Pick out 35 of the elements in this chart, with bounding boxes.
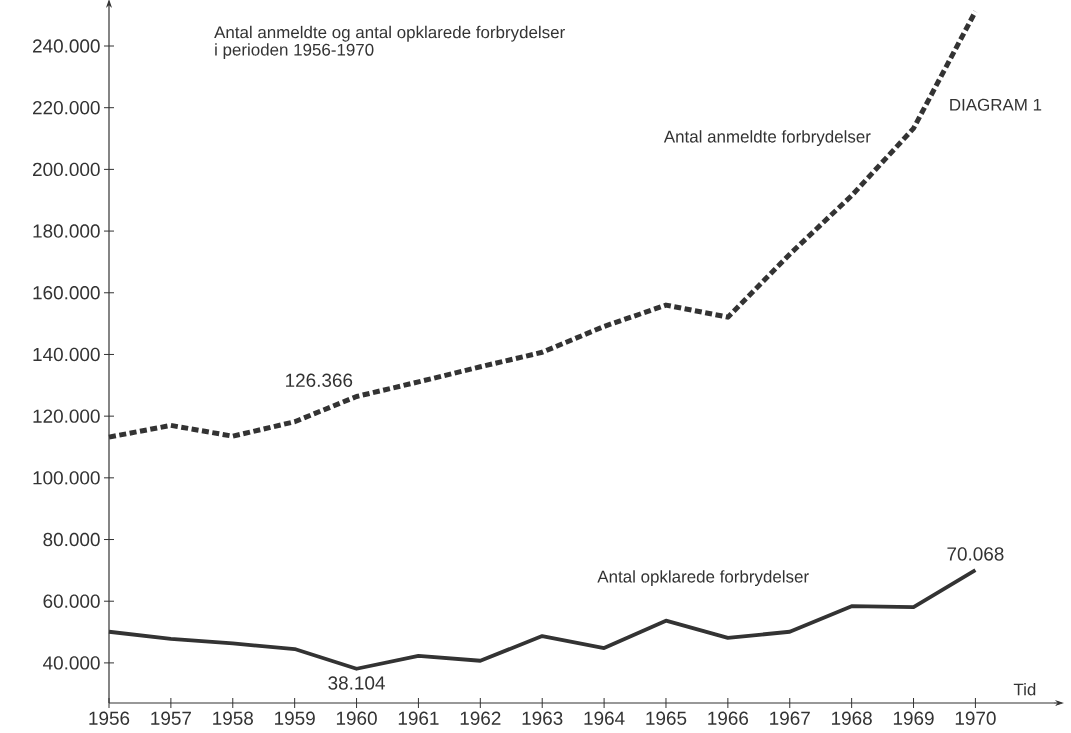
x-tick-label: 1959 bbox=[275, 711, 315, 725]
text: Antal anmeldte og antal opklarede forbrydelser bbox=[214, 25, 565, 42]
y-tick-label: 80.000 bbox=[43, 532, 100, 547]
y-tick-label: 140.000 bbox=[33, 347, 100, 362]
x-tick-label: 1970 bbox=[955, 711, 996, 725]
data-label: 126.366 bbox=[286, 373, 353, 387]
data-label: 70.068 bbox=[947, 547, 1004, 561]
annotation: DIAGRAM 1 bbox=[950, 98, 1042, 111]
x-tick-label: 1957 bbox=[151, 711, 191, 725]
text: i perioden 1956-1970 bbox=[215, 43, 374, 60]
x-tick-label: 1968 bbox=[832, 711, 872, 725]
x-tick-label: 1967 bbox=[770, 711, 810, 725]
x-tick-label: 1961 bbox=[398, 711, 439, 725]
y-tick-label: 160.000 bbox=[33, 286, 100, 300]
x-tick-label: 1964 bbox=[584, 711, 625, 725]
x-tick-label: 1960 bbox=[336, 711, 377, 725]
x-tick-label: 1965 bbox=[646, 711, 687, 725]
y-tick-label: 200.000 bbox=[33, 162, 100, 177]
y-tick-label: 120.000 bbox=[33, 409, 100, 423]
y-tick-label: 220.000 bbox=[33, 100, 100, 115]
x-tick-label: 1956 bbox=[89, 711, 130, 725]
y-tick-label: 180.000 bbox=[33, 224, 100, 238]
series-label: Antal anmeldte forbrydelser bbox=[663, 130, 871, 146]
x-tick-label: 1963 bbox=[522, 711, 563, 725]
y-tick-label: 60.000 bbox=[43, 594, 100, 608]
y-tick-label: 100.000 bbox=[33, 471, 100, 485]
x-axis-title: Tid bbox=[1013, 683, 1036, 696]
x-tick-label: 1958 bbox=[213, 711, 253, 725]
text: Antal opklarede forbrydelser bbox=[597, 570, 809, 586]
x-tick-label: 1966 bbox=[708, 711, 749, 725]
data-label: 38.104 bbox=[328, 676, 385, 690]
y-tick-label: 240.000 bbox=[33, 39, 100, 53]
x-tick-label: 1962 bbox=[460, 711, 501, 725]
y-tick-label: 40.000 bbox=[43, 656, 100, 670]
x-tick-label: 1969 bbox=[893, 711, 934, 725]
